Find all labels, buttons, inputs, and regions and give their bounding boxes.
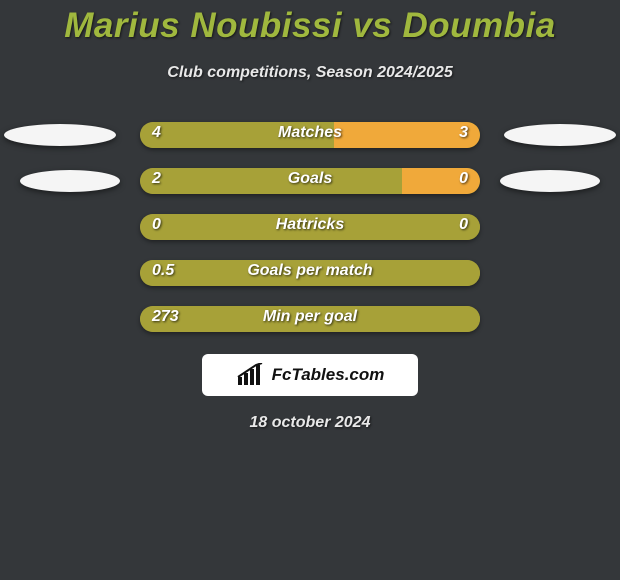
metric-right-value: 0 (459, 216, 468, 234)
metric-label: Goals per match (140, 262, 480, 280)
metric-right-value: 0 (459, 170, 468, 188)
brand-chart-icon (236, 363, 266, 387)
metric-label: Hattricks (140, 216, 480, 234)
brand-badge: FcTables.com (202, 354, 418, 396)
comparison-title: Marius Noubissi vs Doumbia (0, 6, 620, 46)
metric-label: Goals (140, 170, 480, 188)
metric-row: 0.5 Goals per match (0, 258, 620, 288)
metric-row: 4 Matches 3 (0, 120, 620, 150)
comparison-chart: 4 Matches 3 2 Goals 0 0 Hattricks 0 0.5 … (0, 120, 620, 432)
comparison-subtitle: Club competitions, Season 2024/2025 (0, 64, 620, 82)
snapshot-date: 18 october 2024 (0, 414, 620, 432)
metric-row: 2 Goals 0 (0, 166, 620, 196)
metric-row: 0 Hattricks 0 (0, 212, 620, 242)
metric-right-value: 3 (459, 124, 468, 142)
metric-label: Matches (140, 124, 480, 142)
metric-label: Min per goal (140, 308, 480, 326)
brand-text: FcTables.com (272, 365, 385, 385)
metric-row: 273 Min per goal (0, 304, 620, 334)
